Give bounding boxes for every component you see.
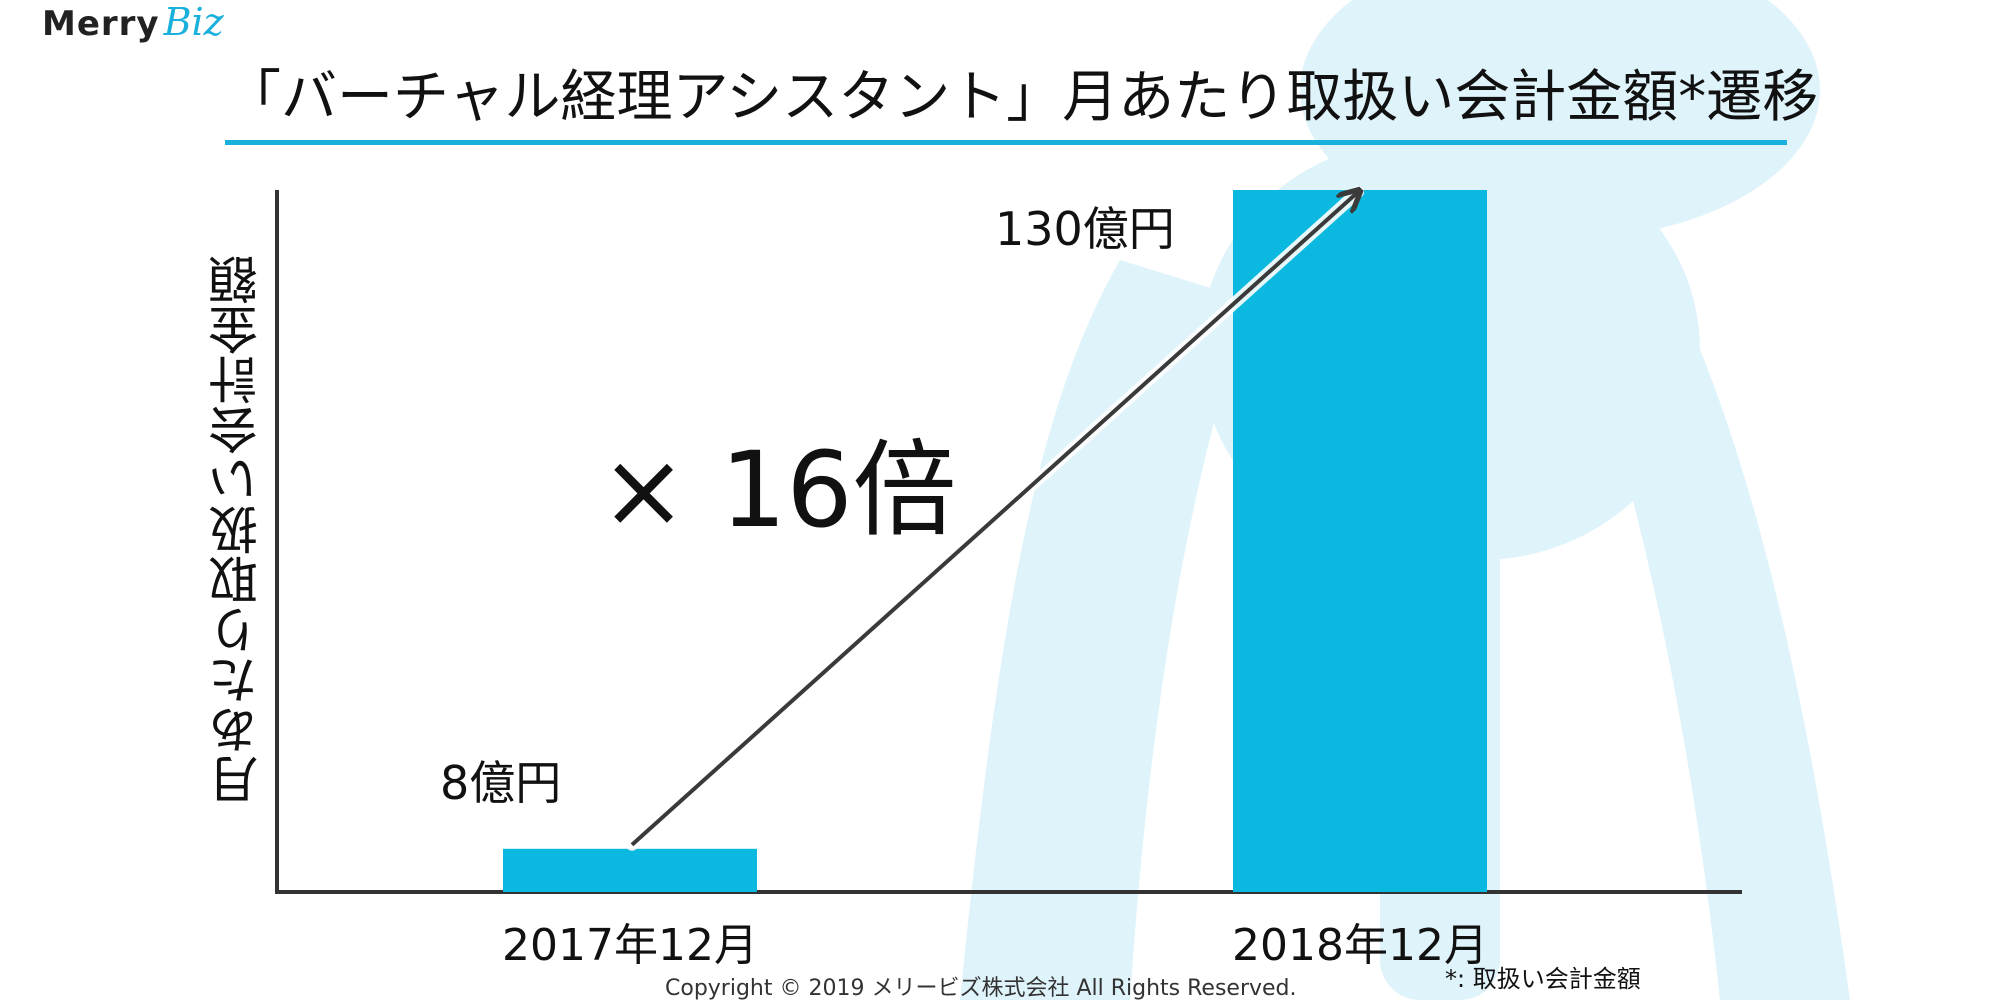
y-axis-label: 月あたり取扱い会計金額: [208, 255, 266, 805]
copyright-text: Copyright © 2019 メリービズ株式会社 All Rights Re…: [665, 976, 1297, 1001]
growth-multiplier-annotation: × 16倍: [600, 429, 957, 551]
logo-text-merry: Merry: [42, 4, 160, 44]
x-tick-label-1: 2017年12月: [502, 920, 758, 971]
x-tick-label-2: 2018年12月: [1232, 920, 1488, 971]
bar-2: [1233, 190, 1487, 892]
data-label-2: 130億円: [995, 202, 1175, 256]
bar-1: [503, 848, 757, 892]
merrybiz-logo: Merry Biz: [42, 0, 224, 44]
growth-arrow: [630, 192, 1358, 847]
data-label-1: 8億円: [440, 756, 561, 810]
page-title: 「バーチャル経理アシスタント」月あたり取扱い会計金額*遷移: [225, 65, 1819, 130]
footnote: *: 取扱い会計金額: [1445, 965, 1641, 993]
title-underline: [225, 140, 1787, 145]
logo-text-biz: Biz: [163, 0, 224, 44]
